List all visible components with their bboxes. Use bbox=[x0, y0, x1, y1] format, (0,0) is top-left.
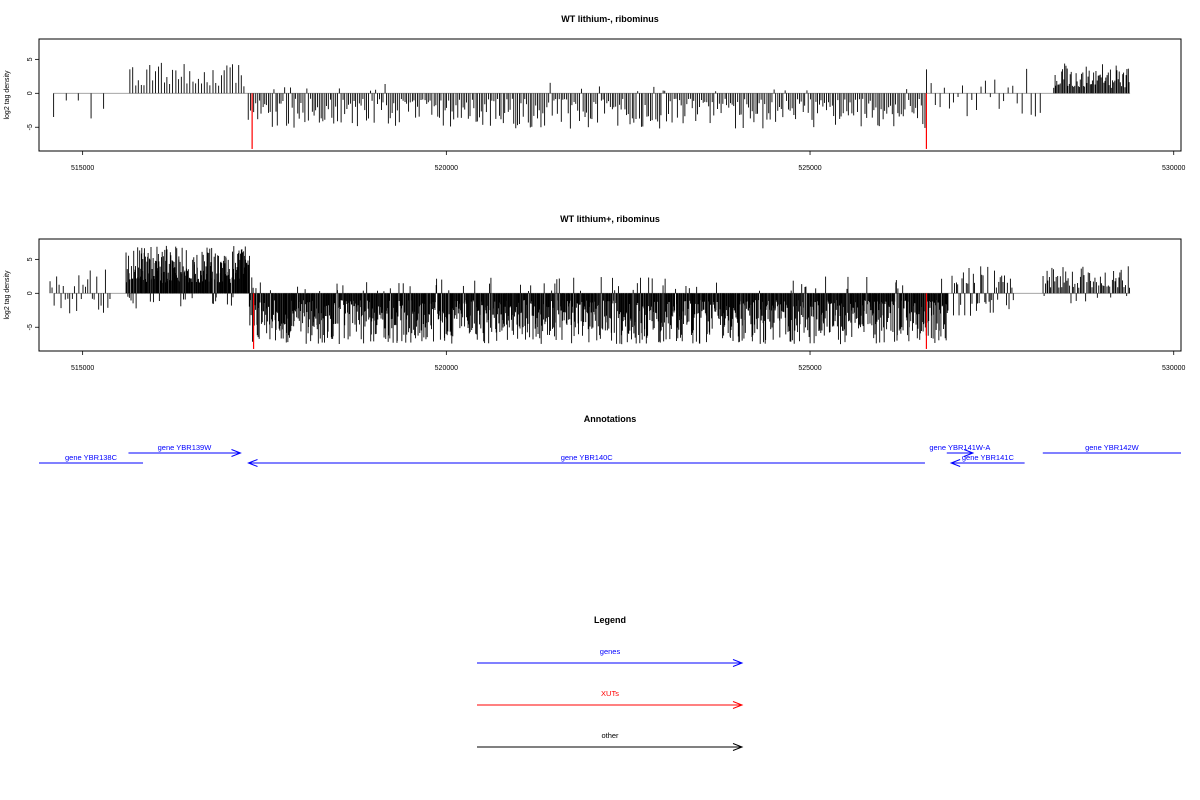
track-panel-lithium-minus: WT lithium-, ribominus log2 tag density … bbox=[4, 14, 1186, 172]
x-tick-label: 525000 bbox=[798, 165, 821, 172]
legend-label: genes bbox=[600, 647, 621, 656]
arrow-head bbox=[231, 449, 242, 457]
y-axis-label: log2 tag density bbox=[4, 70, 11, 120]
gene-feature: gene YBR142W bbox=[1042, 443, 1181, 454]
annotations-panel: Annotations gene YBR138C gene YBR139W gene… bbox=[39, 414, 1181, 467]
gene-label: gene YBR139W bbox=[158, 443, 213, 452]
x-tick-label: 530000 bbox=[1162, 365, 1185, 372]
track-panel-lithium-plus: WT lithium+, ribominus log2 tag density … bbox=[4, 214, 1186, 372]
gene-label: gene YBR140C bbox=[561, 453, 614, 462]
legend-arrow-head bbox=[732, 743, 744, 751]
data-bars bbox=[53, 62, 1130, 129]
legend-item: genes bbox=[477, 647, 744, 667]
x-tick-label: 515000 bbox=[71, 365, 94, 372]
gene-feature: gene YBR141W-A bbox=[929, 443, 990, 457]
y-tick-label: -5 bbox=[27, 324, 34, 330]
legend-arrow-head bbox=[732, 701, 744, 709]
y-tick-label: 0 bbox=[27, 291, 34, 295]
legend-title: Legend bbox=[594, 615, 626, 625]
plot-frame bbox=[38, 38, 1182, 152]
legend-item: XUTs bbox=[477, 689, 744, 709]
panel-title: WT lithium-, ribominus bbox=[561, 14, 659, 24]
y-tick-label: 0 bbox=[27, 91, 34, 95]
gene-label: gene YBR141W-A bbox=[929, 443, 990, 452]
data-bars bbox=[49, 245, 1130, 345]
y-tick-label: -5 bbox=[27, 124, 34, 130]
arrow-head bbox=[247, 459, 258, 467]
plot-frame bbox=[38, 238, 1182, 352]
gene-feature: gene YBR141C bbox=[949, 453, 1025, 467]
legend-arrow-head bbox=[732, 659, 744, 667]
x-tick-label: 530000 bbox=[1162, 165, 1185, 172]
x-tick-label: 525000 bbox=[798, 365, 821, 372]
y-axis-label: log2 tag density bbox=[4, 270, 11, 320]
gene-feature: gene YBR138C bbox=[39, 453, 144, 464]
arrow-head bbox=[949, 459, 961, 467]
x-tick-label: 520000 bbox=[435, 365, 458, 372]
legend-item: other bbox=[477, 731, 744, 751]
gene-label: gene YBR142W bbox=[1085, 443, 1140, 452]
x-tick-label: 515000 bbox=[71, 165, 94, 172]
gene-feature: gene YBR140C bbox=[247, 453, 925, 467]
legend-label: other bbox=[601, 731, 619, 740]
legend-label: XUTs bbox=[601, 689, 619, 698]
gene-label: gene YBR141C bbox=[962, 453, 1015, 462]
x-tick-label: 520000 bbox=[435, 165, 458, 172]
gene-label: gene YBR138C bbox=[65, 453, 118, 462]
y-tick-label: 5 bbox=[27, 57, 34, 61]
y-tick-label: 5 bbox=[27, 257, 34, 261]
gene-feature: gene YBR139W bbox=[128, 443, 242, 457]
panel-title: WT lithium+, ribominus bbox=[560, 214, 660, 224]
annotations-title: Annotations bbox=[584, 414, 637, 424]
legend-panel: Legend genes XUTs other bbox=[477, 615, 744, 751]
arrow-head bbox=[963, 449, 975, 457]
